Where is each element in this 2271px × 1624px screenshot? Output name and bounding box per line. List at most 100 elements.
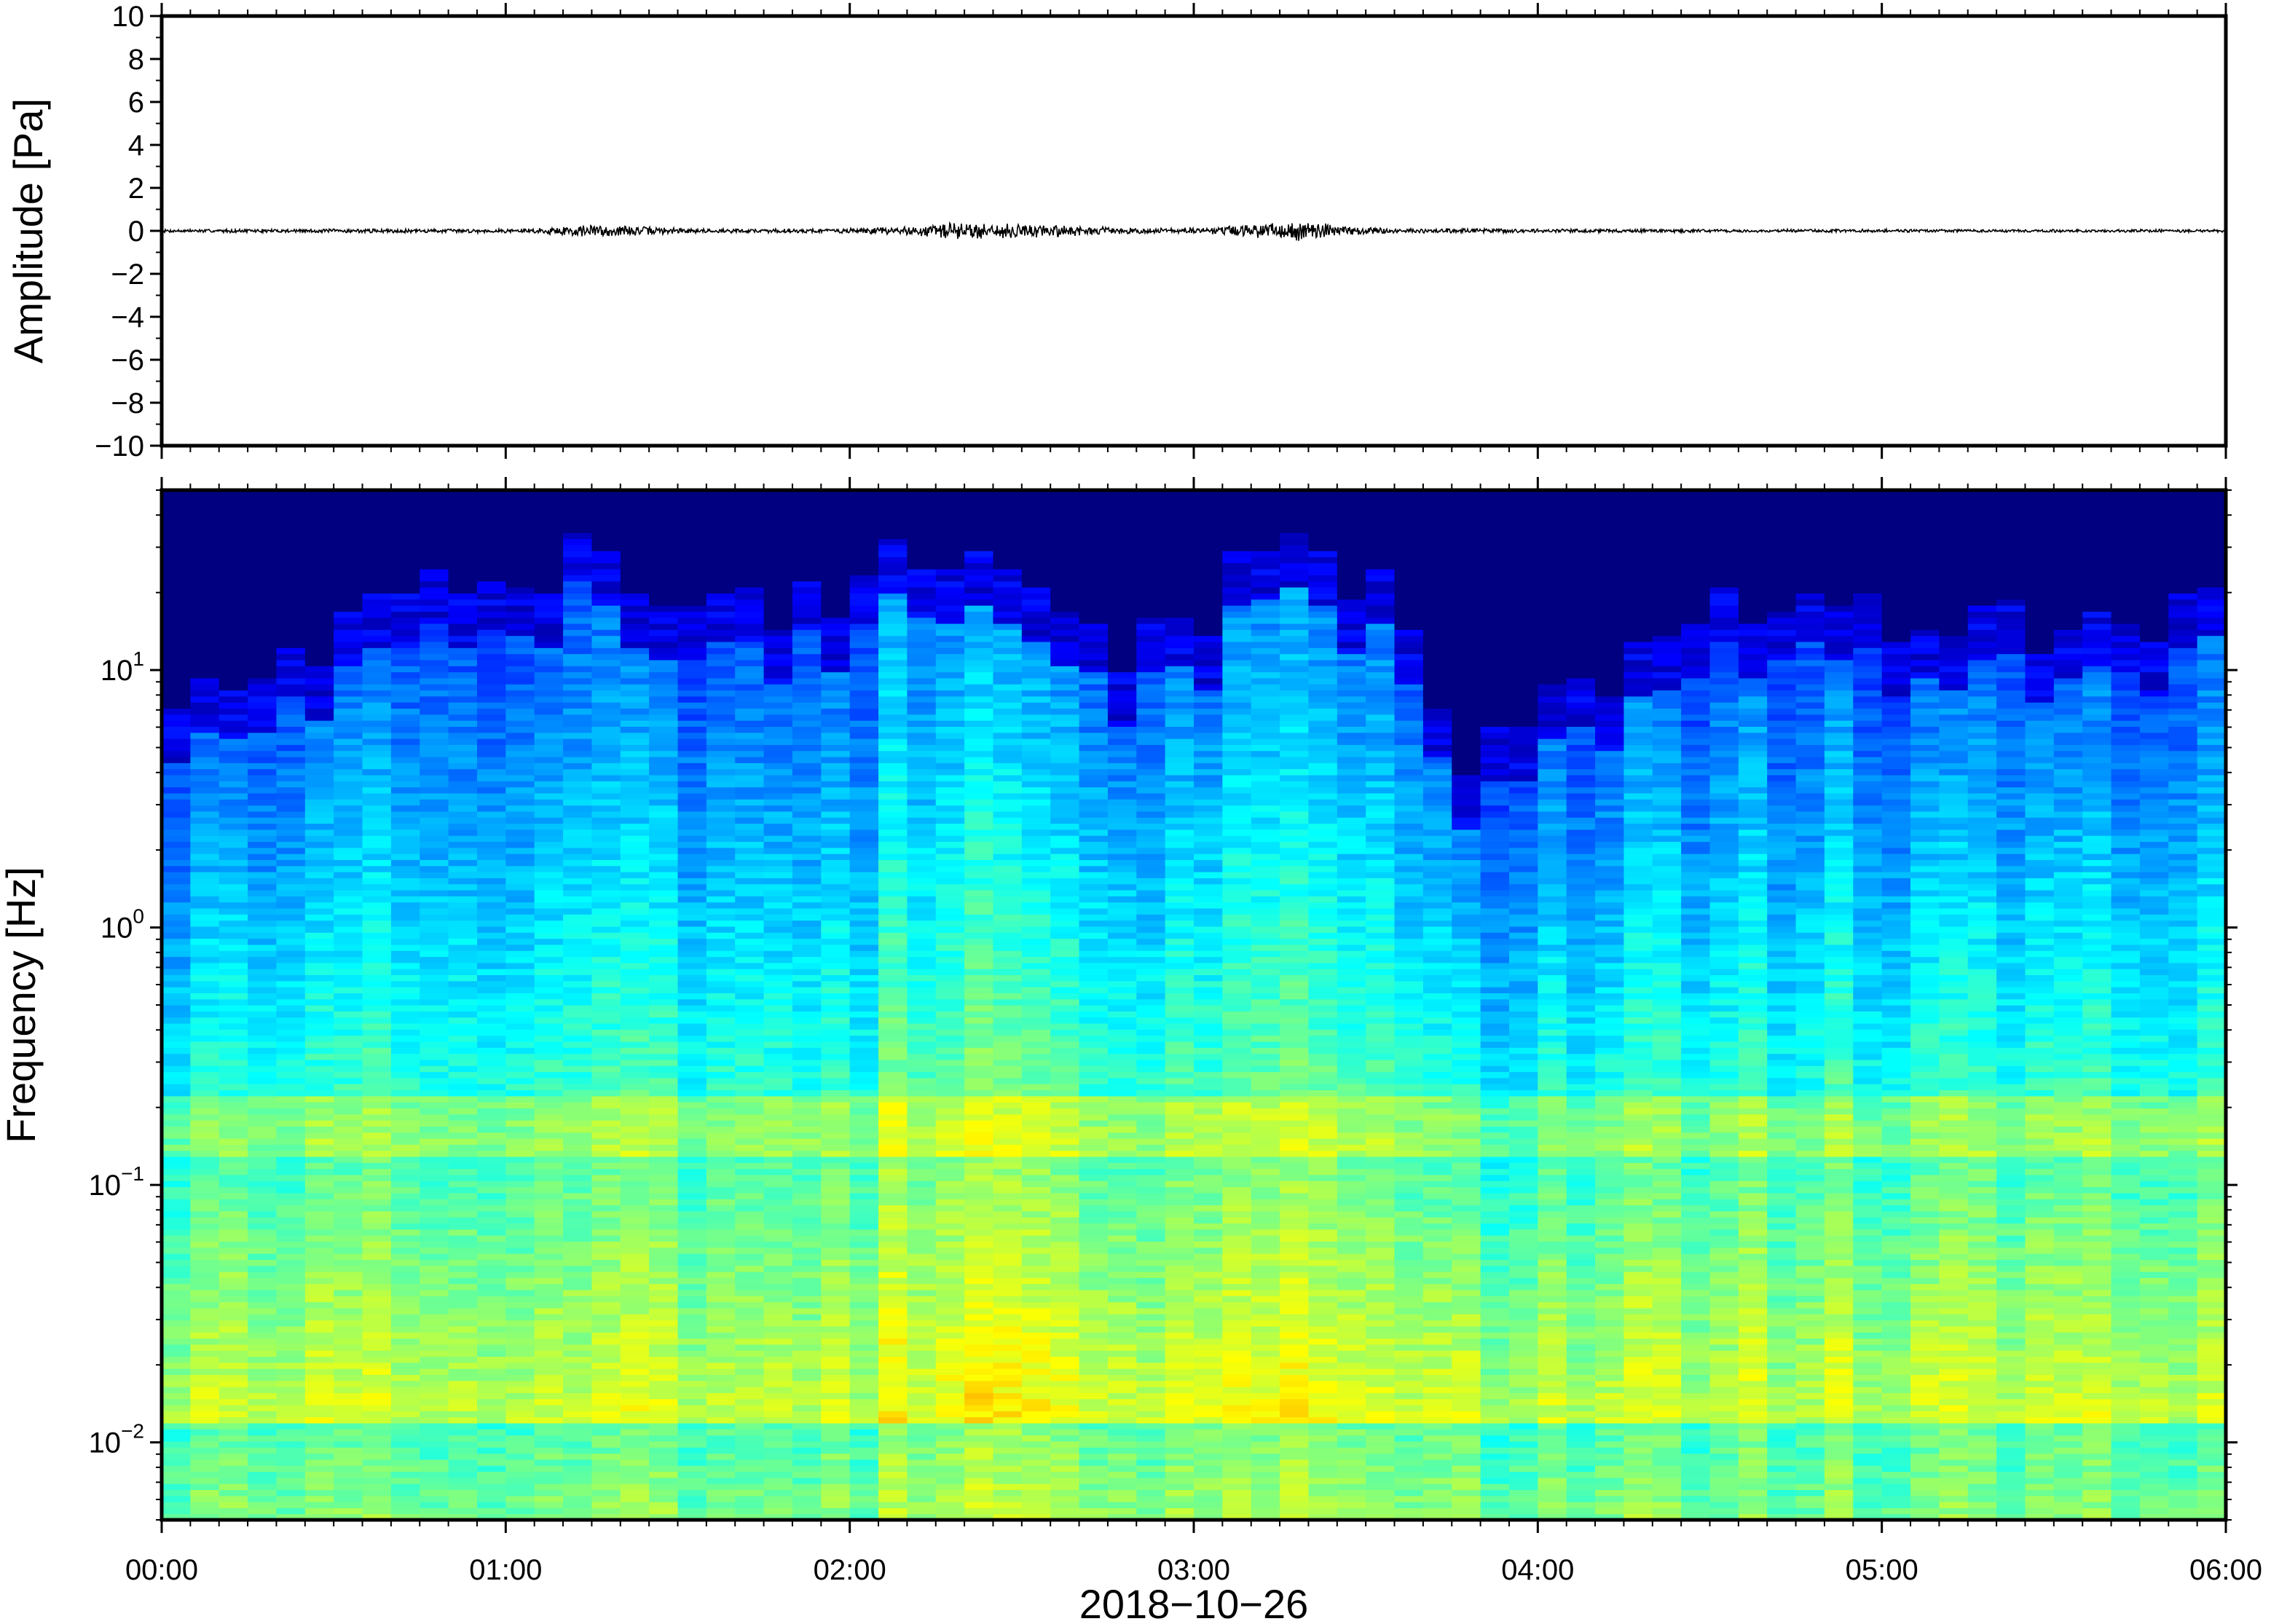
spectrogram-cell (276, 1089, 306, 1097)
spectrogram-cell (304, 1296, 334, 1303)
spectrogram-cell (907, 1483, 937, 1491)
spectrogram-cell (563, 817, 593, 824)
spectrogram-cell (763, 726, 793, 733)
spectrogram-cell (821, 490, 851, 497)
spectrogram-cell (821, 762, 851, 770)
spectrogram-cell (849, 1065, 879, 1073)
spectrogram-cell (390, 726, 420, 733)
spectrogram-cell (735, 998, 765, 1006)
spectrogram-cell (190, 1241, 220, 1248)
spectrogram-cell (849, 1362, 879, 1369)
spectrogram-cell (276, 732, 306, 739)
spectrogram-cell (390, 1477, 420, 1484)
spectrogram-cell (706, 998, 736, 1006)
spectrogram-cell (563, 1053, 593, 1060)
spectrogram-cell (677, 944, 707, 951)
spectrogram-cell (362, 1307, 392, 1314)
spectrogram-cell (649, 587, 679, 594)
spectrogram-cell (563, 1077, 593, 1084)
spectrogram-cell (620, 684, 650, 691)
spectrogram-cell (591, 1453, 621, 1460)
spectrogram-cell (649, 1138, 679, 1145)
spectrogram-cell (964, 1489, 994, 1497)
spectrogram-cell (534, 659, 564, 666)
spectrogram-cell (334, 823, 363, 830)
spectrogram-cell (534, 635, 564, 642)
spectrogram-cell (620, 1404, 650, 1411)
spectrogram-cell (620, 1447, 650, 1454)
spectrogram-cell (190, 647, 220, 655)
spectrogram-cell (821, 829, 851, 836)
spectrogram-cell (649, 738, 679, 745)
spectrogram-cell (649, 666, 679, 673)
spectrogram-cell (190, 969, 220, 976)
spectrogram-cell (763, 708, 793, 715)
spectrogram-cell (448, 1356, 478, 1363)
spectrogram-cell (821, 532, 851, 540)
spectrogram-cell (735, 659, 765, 666)
spectrogram-cell (591, 859, 621, 867)
spectrogram-cell (362, 817, 392, 824)
spectrogram-cell (276, 1495, 306, 1502)
spectrogram-cell (849, 762, 879, 770)
spectrogram-cell (620, 580, 650, 588)
spectrogram-cell (706, 974, 736, 982)
spectrogram-cell (706, 1489, 736, 1497)
spectrogram-cell (362, 1229, 392, 1236)
spectrogram-cell (935, 950, 965, 958)
spectrogram-cell (505, 551, 535, 558)
spectrogram-cell (620, 1471, 650, 1478)
spectrogram-cell (591, 1507, 621, 1515)
spectrogram-cell (563, 944, 593, 951)
spectrogram-cell (735, 1325, 765, 1333)
spectrogram-cell (735, 823, 765, 830)
spectrogram-cell (248, 605, 278, 612)
spectrogram-cell (591, 1138, 621, 1145)
spectrogram-cell (649, 1392, 679, 1400)
spectrogram-cell (907, 914, 937, 921)
spectrogram-cell (792, 1241, 822, 1248)
spectrogram-cell (448, 502, 478, 509)
spectrogram-cell (935, 684, 965, 691)
spectrogram-cell (591, 1502, 621, 1508)
spectrogram-cell (763, 1453, 793, 1460)
spectrogram-cell (505, 756, 535, 763)
spectrogram-cell (620, 1507, 650, 1515)
spectrogram-cell (420, 1301, 449, 1309)
spectrogram-cell (935, 1471, 965, 1478)
spectrogram-cell (821, 1235, 851, 1242)
spectrogram-cell (162, 744, 191, 752)
spectrogram-cell (190, 993, 220, 1000)
spectrogram-cell (706, 1344, 736, 1351)
spectrogram-cell (563, 690, 593, 697)
spectrogram-cell (219, 1205, 248, 1212)
spectrogram-cell (362, 562, 392, 569)
spectrogram-cell (420, 647, 449, 655)
spectrogram-cell (620, 1035, 650, 1042)
spectrogram-cell (390, 1404, 420, 1411)
spectrogram-cell (190, 551, 220, 558)
spectrogram-cell (420, 1011, 449, 1018)
spectrogram-cell (563, 1502, 593, 1508)
spectrogram-cell (591, 490, 621, 497)
spectrogram-cell (162, 878, 191, 885)
spectrogram-cell (304, 998, 334, 1006)
spectrogram-cell (677, 1392, 707, 1400)
spectrogram-cell (248, 750, 278, 757)
spectrogram-cell (964, 1277, 994, 1285)
spectrogram-cell (362, 1156, 392, 1163)
spectrogram-cell (649, 526, 679, 533)
spectrogram-cell (448, 1398, 478, 1406)
spectrogram-cell (420, 702, 449, 709)
spectrogram-cell (276, 677, 306, 685)
spectrogram-cell (677, 1108, 707, 1115)
spectrogram-cell (276, 1138, 306, 1145)
spectrogram-cell (505, 647, 535, 655)
spectrogram-cell (190, 1301, 220, 1309)
spectrogram-cell (362, 702, 392, 709)
spectrogram-cell (849, 1089, 879, 1097)
spectrogram-cell (620, 496, 650, 503)
spectrogram-cell (591, 774, 621, 781)
spectrogram-cell (190, 1404, 220, 1411)
